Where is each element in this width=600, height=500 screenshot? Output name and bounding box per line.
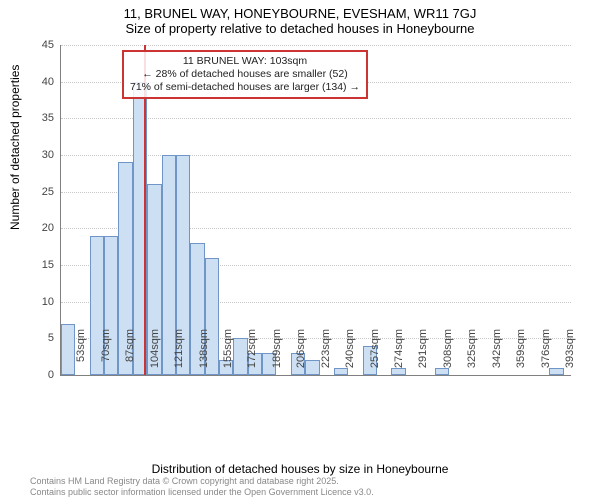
x-tick-label: 393sqm	[564, 329, 576, 379]
x-tick-label: 274sqm	[393, 329, 405, 379]
x-tick-label: 87sqm	[124, 329, 136, 379]
x-tick-label: 223sqm	[320, 329, 332, 379]
x-tick-label: 53sqm	[75, 329, 87, 379]
x-tick-label: 104sqm	[149, 329, 161, 379]
y-tick-label: 0	[24, 369, 54, 381]
x-tick-label: 70sqm	[100, 329, 112, 379]
x-tick-label: 291sqm	[417, 329, 429, 379]
y-tick-label: 10	[24, 296, 54, 308]
gridline	[61, 45, 571, 46]
footer-line1: Contains HM Land Registry data © Crown c…	[30, 476, 374, 487]
x-axis-label: Distribution of detached houses by size …	[0, 462, 600, 476]
y-tick-label: 35	[24, 112, 54, 124]
x-tick-label: 121sqm	[173, 329, 185, 379]
y-tick-label: 5	[24, 332, 54, 344]
x-tick-label: 240sqm	[344, 329, 356, 379]
annotation-line3: 71% of semi-detached houses are larger (…	[130, 81, 360, 94]
histogram-bar	[305, 360, 319, 375]
x-tick-label: 138sqm	[198, 329, 210, 379]
footer-line2: Contains public sector information licen…	[30, 487, 374, 498]
x-tick-label: 308sqm	[442, 329, 454, 379]
y-tick-label: 45	[24, 39, 54, 51]
annotation-line2: ← 28% of detached houses are smaller (52…	[130, 68, 360, 81]
x-tick-label: 376sqm	[540, 329, 552, 379]
chart-area: 11 BRUNEL WAY: 103sqm ← 28% of detached …	[60, 45, 570, 415]
x-tick-label: 155sqm	[222, 329, 234, 379]
x-tick-label: 257sqm	[369, 329, 381, 379]
annotation-box: 11 BRUNEL WAY: 103sqm ← 28% of detached …	[122, 50, 368, 99]
y-tick-label: 20	[24, 222, 54, 234]
histogram-bar	[61, 324, 75, 375]
chart-title-sub: Size of property relative to detached ho…	[0, 21, 600, 38]
x-tick-label: 342sqm	[491, 329, 503, 379]
annotation-line1: 11 BRUNEL WAY: 103sqm	[130, 55, 360, 68]
chart-container: 11, BRUNEL WAY, HONEYBOURNE, EVESHAM, WR…	[0, 0, 600, 500]
y-tick-label: 30	[24, 149, 54, 161]
y-tick-label: 15	[24, 259, 54, 271]
x-tick-label: 189sqm	[271, 329, 283, 379]
chart-title-main: 11, BRUNEL WAY, HONEYBOURNE, EVESHAM, WR…	[0, 0, 600, 21]
x-tick-label: 172sqm	[246, 329, 258, 379]
footer-attribution: Contains HM Land Registry data © Crown c…	[30, 476, 374, 498]
y-axis-label: Number of detached properties	[8, 65, 22, 230]
x-tick-label: 359sqm	[515, 329, 527, 379]
x-tick-label: 206sqm	[295, 329, 307, 379]
y-tick-label: 25	[24, 186, 54, 198]
x-tick-label: 325sqm	[466, 329, 478, 379]
y-tick-label: 40	[24, 76, 54, 88]
